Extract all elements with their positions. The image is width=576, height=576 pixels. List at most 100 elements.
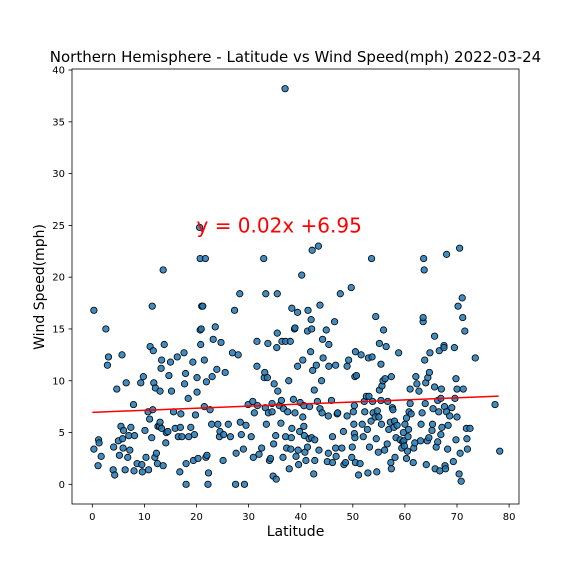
data-point [299, 413, 307, 421]
data-point [180, 380, 189, 388]
data-point [258, 444, 266, 452]
data-point [444, 421, 452, 429]
data-point [138, 461, 146, 469]
x-tick-label: 20 [190, 512, 203, 523]
data-point [367, 254, 376, 263]
data-point [372, 435, 380, 443]
data-point [281, 433, 290, 441]
data-point [221, 368, 229, 377]
data-point [452, 436, 460, 444]
data-point [156, 418, 164, 426]
data-point [354, 471, 363, 479]
data-point [308, 325, 316, 333]
data-point [454, 302, 462, 310]
data-point [395, 349, 403, 357]
data-point [162, 439, 170, 447]
data-point [182, 460, 190, 468]
data-point [273, 329, 281, 337]
data-point [176, 423, 184, 431]
data-point [373, 468, 381, 476]
data-point [456, 449, 464, 457]
y-tick-label: 30 [52, 169, 65, 180]
data-point [167, 387, 176, 395]
data-point [409, 458, 417, 467]
data-point [317, 377, 326, 385]
data-point [115, 451, 124, 459]
data-point [122, 379, 130, 387]
data-point [165, 371, 173, 380]
data-point [272, 475, 280, 483]
data-point [343, 412, 351, 420]
data-point [437, 431, 445, 439]
data-point [322, 326, 330, 334]
data-point [285, 377, 293, 385]
y-tick-label: 15 [52, 324, 65, 335]
y-axis-ticks: 0 5 10 15 20 25 30 35 40 [52, 66, 72, 491]
data-point [190, 431, 199, 439]
x-tick-label: 10 [138, 512, 151, 523]
data-point [152, 449, 160, 457]
data-point [420, 266, 428, 274]
data-point [291, 324, 299, 332]
data-point [199, 302, 207, 310]
data-point [173, 353, 181, 361]
data-point [383, 440, 391, 448]
data-point [272, 432, 280, 440]
data-point [230, 306, 239, 314]
data-point [350, 420, 358, 428]
data-point [234, 351, 242, 359]
data-point [247, 433, 255, 441]
data-point [429, 405, 437, 413]
data-point [318, 335, 327, 343]
data-point [325, 340, 333, 349]
data-point [350, 402, 358, 410]
data-point [463, 435, 471, 443]
data-point [325, 362, 333, 370]
data-point [382, 342, 390, 351]
y-tick-label: 35 [52, 117, 65, 128]
data-point [292, 452, 300, 460]
data-point [118, 351, 126, 359]
data-point [236, 418, 244, 426]
data-point [459, 385, 467, 393]
data-point [318, 409, 326, 417]
data-point [455, 470, 463, 478]
data-point [328, 433, 337, 441]
data-point [197, 325, 205, 333]
data-point [90, 306, 98, 314]
data-point [268, 408, 276, 416]
data-point [119, 426, 128, 435]
data-point [393, 421, 401, 429]
data-point [328, 458, 337, 467]
data-point [358, 420, 366, 428]
data-point [204, 469, 213, 477]
data-point [303, 443, 312, 451]
x-tick-label: 40 [294, 512, 307, 523]
data-point [336, 290, 344, 298]
data-point [312, 361, 320, 369]
data-point [310, 470, 318, 478]
data-point [270, 440, 278, 448]
data-point [142, 453, 150, 461]
regression-line [92, 395, 499, 414]
data-point [387, 465, 395, 473]
data-point [289, 395, 298, 403]
data-point [294, 446, 302, 454]
data-point [211, 323, 219, 331]
data-point [459, 313, 467, 322]
data-point [144, 466, 153, 474]
data-point [359, 433, 367, 441]
data-point [422, 461, 430, 469]
data-point [90, 445, 98, 453]
data-point [166, 358, 175, 366]
data-point [263, 374, 271, 382]
data-point [440, 344, 448, 352]
data-point [407, 410, 415, 418]
data-point [338, 444, 346, 452]
data-point [391, 453, 399, 461]
data-point [363, 425, 371, 434]
y-tick-label: 10 [52, 376, 65, 387]
data-point [148, 302, 156, 310]
